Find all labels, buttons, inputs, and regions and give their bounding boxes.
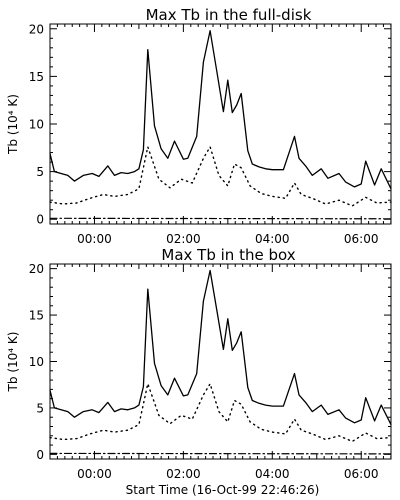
x-tick-label: 04:00 xyxy=(255,467,290,481)
series-solid-line xyxy=(49,269,392,426)
series-dotted-line xyxy=(49,383,392,443)
y-axis-label: Tb (10⁴ K) xyxy=(6,332,20,393)
chart-title: Max Tb in the full-disk xyxy=(146,6,312,24)
x-tick-label: 00:00 xyxy=(77,232,112,246)
x-axis-label: Start Time (16-Oct-99 22:46:26) xyxy=(126,483,320,497)
x-tick-label: 04:00 xyxy=(255,232,290,246)
panel-1: Max Tb in the full-disk Tb (10⁴ K) 0 5 10 15 2… xyxy=(6,6,392,246)
y-tick-label: 15 xyxy=(29,70,44,84)
y-tick-label: 5 xyxy=(36,165,44,179)
y-tick-label: 0 xyxy=(36,213,44,227)
x-tick-label: 02:00 xyxy=(166,232,201,246)
y-tick-label: 20 xyxy=(29,22,44,36)
y-tick-label: 15 xyxy=(29,309,44,323)
plot-frame xyxy=(49,23,392,225)
y-tick-label: 5 xyxy=(36,401,44,415)
x-tick-label: 06:00 xyxy=(344,467,379,481)
x-tick-label: 02:00 xyxy=(166,467,201,481)
y-tick-label: 10 xyxy=(29,355,44,369)
series-dotted-line xyxy=(49,146,392,207)
chart-title: Max Tb in the box xyxy=(161,246,295,264)
series-solid-line xyxy=(49,30,392,190)
y-tick-label: 10 xyxy=(29,118,44,132)
y-axis-label: Tb (10⁴ K) xyxy=(6,94,20,155)
x-tick-label: 06:00 xyxy=(344,232,379,246)
y-tick-label: 20 xyxy=(29,262,44,276)
y-tick-label: 0 xyxy=(36,448,44,462)
plot-frame xyxy=(49,263,392,460)
series-dash-dot-line xyxy=(49,217,392,220)
series-dash-dot-line xyxy=(49,452,392,455)
x-tick-label: 00:00 xyxy=(77,467,112,481)
panel-2: Max Tb in the box Tb (10⁴ K) Start Time (1… xyxy=(6,246,392,497)
